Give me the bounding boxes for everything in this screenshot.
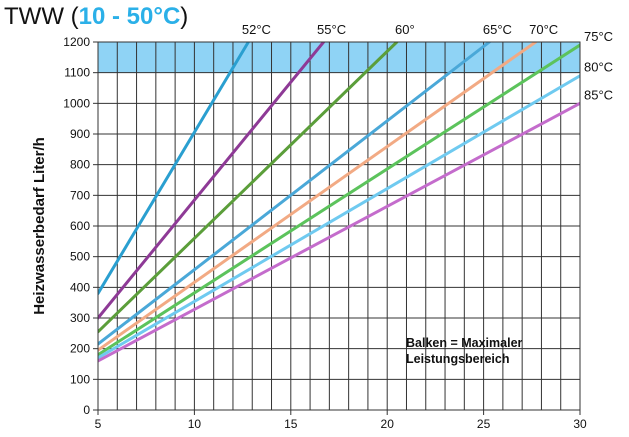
series-label: 70°C <box>529 22 558 37</box>
x-tick-label: 20 <box>381 417 395 431</box>
x-tick-label: 30 <box>573 417 587 431</box>
series-label: 85°C <box>584 87 613 102</box>
y-tick-label: 1000 <box>63 96 90 110</box>
y-tick-label: 800 <box>70 158 90 172</box>
series-label: 75°C <box>584 29 613 44</box>
series-line <box>98 42 491 346</box>
series-line <box>98 74 580 360</box>
y-tick-label: 200 <box>70 342 90 356</box>
y-tick-label: 900 <box>70 127 90 141</box>
title-range-start: 10 <box>78 3 106 30</box>
y-tick-label: 0 <box>83 403 90 417</box>
title-prefix: TWW <box>4 3 64 30</box>
y-axis-label: Heizwasserbedarf Liter/h <box>31 137 48 315</box>
series-label: 65°C <box>483 22 512 37</box>
title-range-end: 50°C <box>126 3 181 30</box>
plot-border <box>97 41 581 411</box>
series-group <box>98 42 580 363</box>
series-label: 80°C <box>584 60 613 75</box>
y-tick-label: 500 <box>70 250 90 264</box>
annotation-line: Balken = Maximaler <box>406 336 523 350</box>
y-tick-label: 100 <box>70 372 90 386</box>
title-close-paren: ) <box>180 3 189 30</box>
title-open-paren: ( <box>70 3 79 30</box>
series-line <box>98 42 250 295</box>
x-tick-label: 5 <box>95 417 102 431</box>
y-tick-label: 600 <box>70 219 90 233</box>
series-line <box>98 101 580 363</box>
y-tick-label: 700 <box>70 188 90 202</box>
y-tick-label: 300 <box>70 311 90 325</box>
y-tick-label: 400 <box>70 280 90 294</box>
series-line <box>98 42 399 334</box>
x-tick-label: 15 <box>284 417 298 431</box>
chart-title: TWW (10 - 50°C) <box>4 2 188 32</box>
y-tick-label: 1100 <box>64 66 90 80</box>
series-line <box>98 43 580 357</box>
x-tick-label: 25 <box>477 417 491 431</box>
annotation-line: Leistungsbereich <box>406 352 510 366</box>
series-label: 52°C <box>242 22 271 37</box>
series-label: 60° <box>395 22 415 37</box>
y-tick-label: 1200 <box>63 35 90 49</box>
series-line <box>98 42 326 320</box>
series-label: 55°C <box>317 22 346 37</box>
x-tick-label: 10 <box>188 417 202 431</box>
max-range-band <box>98 42 580 73</box>
series-line <box>98 42 538 352</box>
title-range-dash: - <box>105 3 127 30</box>
